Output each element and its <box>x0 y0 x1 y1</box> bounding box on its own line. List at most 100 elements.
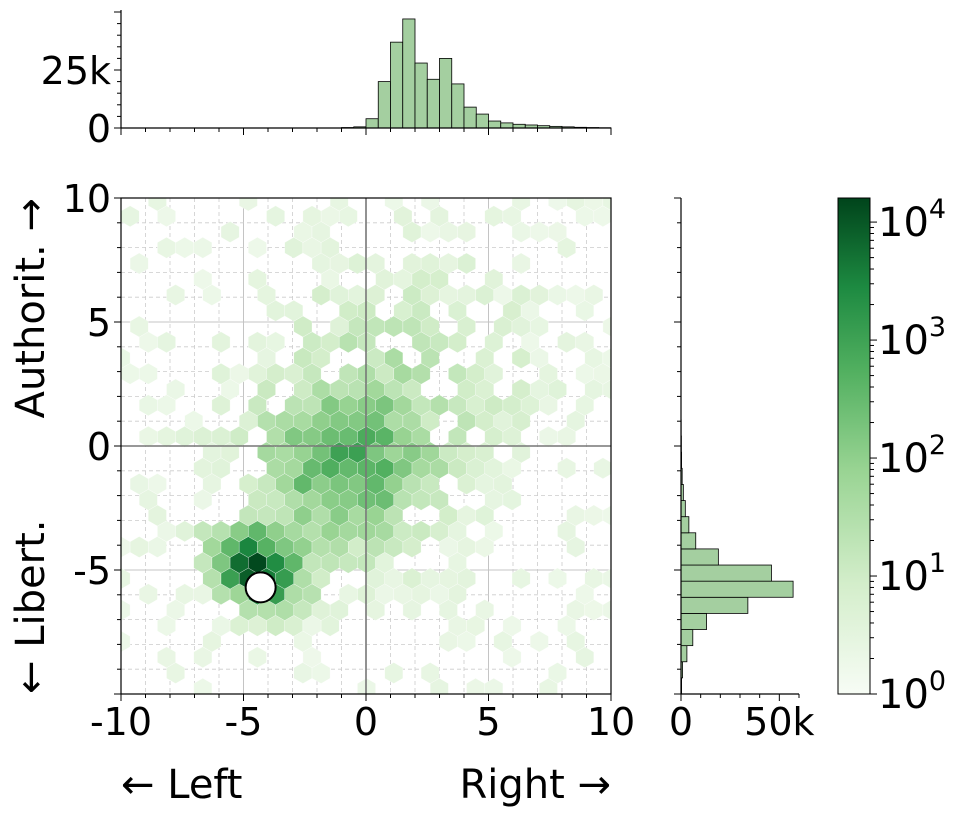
hexbin-cell <box>129 252 149 275</box>
hexbin-cell <box>584 504 604 527</box>
hexbin-cell <box>511 198 531 212</box>
hexbin-cell <box>612 206 630 227</box>
hexbin-cell <box>457 221 476 243</box>
hexbin-cell <box>138 426 158 448</box>
hexbin-cell <box>602 568 611 589</box>
hexbin-cell <box>384 662 404 684</box>
hexbin-cell <box>511 567 531 590</box>
top-hist-bar <box>488 120 502 129</box>
right-hist-bar <box>680 500 686 518</box>
right-hist-bar <box>680 516 690 534</box>
top-hist-bar <box>365 118 379 129</box>
hexbin-cell <box>602 505 611 526</box>
hexbin-cell <box>466 678 485 694</box>
hexbin-cell <box>338 693 340 694</box>
right-hist-bar <box>680 580 794 598</box>
right-hist-bar <box>680 645 688 663</box>
hexbin-cell <box>557 331 576 354</box>
hexbin-cell <box>348 252 367 275</box>
hexbin-cell <box>548 567 567 590</box>
y-tick-label: 0 <box>87 425 111 469</box>
x-axis-label-left: ← Left <box>121 762 242 808</box>
y-axis-label-top: Authorit. → <box>8 198 54 418</box>
hexbin-panel: -10 -5 0 5 10 -5 0 5 10 <box>63 177 636 744</box>
hexbin-cell <box>302 693 304 694</box>
hexbin-cell <box>484 268 504 291</box>
hexbin-cell <box>220 221 240 243</box>
y-axis-label-bottom: ← Libert. <box>8 520 54 694</box>
hexbin-cell <box>484 678 504 694</box>
hexbin-cell <box>384 347 404 369</box>
right-hist-bar <box>680 596 749 614</box>
hexbin-cell <box>420 198 440 212</box>
y-tick-label: -5 <box>73 549 111 593</box>
hexbin-cell <box>166 284 185 306</box>
x-tick-label: 0 <box>354 700 378 744</box>
top-hist-bar <box>377 81 391 129</box>
hexbin-cell <box>129 315 149 338</box>
hexbin-cell <box>193 678 213 694</box>
hexbin-cell <box>248 237 267 259</box>
colorbar-tick-label: 104 <box>878 194 946 246</box>
colorbar-gradient <box>837 197 871 695</box>
hexbin-cell <box>238 198 258 212</box>
hexbin-cells <box>121 198 630 694</box>
x-tick-label: 5 <box>476 700 500 744</box>
hexbin-cell <box>548 284 567 306</box>
hexbin-cell <box>266 331 285 354</box>
hexbin-cell <box>384 198 404 212</box>
hexbin-cell <box>457 252 476 275</box>
x-tick-label: -5 <box>225 700 263 744</box>
top-hist-bar <box>390 41 404 129</box>
hexbin-cell <box>602 347 611 369</box>
position-marker <box>244 571 277 604</box>
top-hist-bar <box>402 18 416 129</box>
right-hist-bar <box>680 548 719 566</box>
hexbin-cell <box>211 331 231 354</box>
hexbin-cell <box>121 525 122 537</box>
hexbin-cell <box>593 457 611 480</box>
colorbar-tick-label: 100 <box>878 666 946 718</box>
top-hist-bar <box>426 78 440 129</box>
hexbin-cell <box>157 646 176 669</box>
colorbar: 100 101 102 103 104 <box>837 194 946 718</box>
hexbin-cell <box>157 426 176 448</box>
hexbin-cell <box>157 331 176 354</box>
main-tick-labels: -10 -5 0 5 10 -5 0 5 10 <box>63 177 636 744</box>
axis-labels: ← Left Right → ← Libert. Authorit. → <box>8 198 611 808</box>
hexbin-cell <box>184 410 204 432</box>
hexbin-cell <box>121 205 140 228</box>
hexbin-cell <box>602 316 611 337</box>
right-hist-x-tick-label: 50k <box>744 700 814 744</box>
hexbin-cell <box>129 536 149 558</box>
hexbin-cell <box>148 473 167 495</box>
top-hist-bar <box>475 113 489 129</box>
hexbin-cell <box>602 379 611 400</box>
hexbin-cell <box>138 583 158 606</box>
colorbar-tick-label: 102 <box>878 430 946 482</box>
hexbin-cell <box>502 615 522 637</box>
right-hist-bar <box>680 629 694 647</box>
hexbin-cell <box>612 395 630 416</box>
hexbin-cell <box>284 693 286 694</box>
top-hist-y-tick-label: 25k <box>41 49 111 93</box>
hexbin-cell <box>393 693 395 694</box>
hexbin-cell <box>548 198 567 212</box>
top-hist-y-tick-label: 0 <box>87 107 111 151</box>
hexbin-cell <box>121 399 122 411</box>
hexbin-cell <box>511 252 531 275</box>
right-hist-x-tick-label: 0 <box>669 700 693 744</box>
hexbin-cell <box>612 647 630 668</box>
hexbin-cell <box>420 662 440 684</box>
hexbin-cell <box>266 205 285 228</box>
hexbin-cell <box>193 237 213 259</box>
hexbin-cell <box>121 567 131 590</box>
hexbin-cell <box>121 347 131 369</box>
y-tick-label: 5 <box>87 301 111 345</box>
hexbin-cell <box>284 300 304 322</box>
hexbin-cell <box>484 205 504 228</box>
hexbin-cell <box>248 268 267 291</box>
hexbin-cell <box>148 198 167 212</box>
